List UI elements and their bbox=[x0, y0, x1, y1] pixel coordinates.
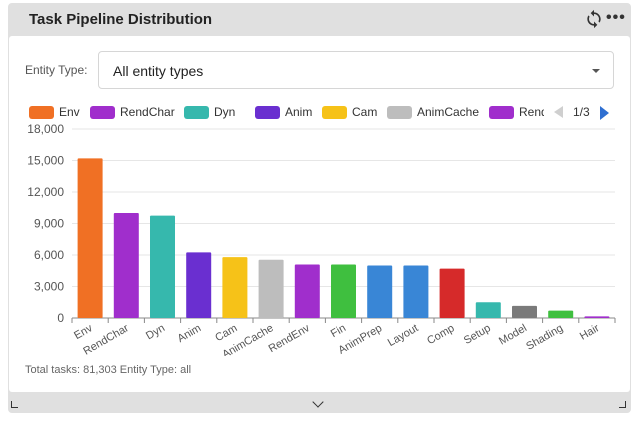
bar bbox=[186, 252, 212, 318]
bar bbox=[548, 310, 574, 318]
arrow-left-icon[interactable] bbox=[554, 106, 563, 118]
bar bbox=[367, 265, 393, 318]
bar bbox=[403, 265, 429, 318]
y-tick-label: 6,000 bbox=[34, 248, 64, 262]
chevron-down-icon[interactable] bbox=[312, 396, 324, 408]
legend-swatch bbox=[489, 106, 514, 119]
refresh-icon[interactable] bbox=[584, 9, 604, 29]
bar bbox=[584, 316, 610, 318]
x-tick-label: Anim bbox=[175, 322, 203, 345]
bar-chart: 0 3,000 6,000 9,000 12,000 15,000 18,000 Env Ren… bbox=[27, 122, 616, 356]
arrow-right-icon[interactable] bbox=[600, 106, 609, 120]
x-tick-label: Fin bbox=[329, 322, 348, 340]
bar bbox=[77, 158, 103, 318]
legend-label: RendE bbox=[519, 105, 544, 119]
x-tick-label: Setup bbox=[462, 322, 493, 347]
bar bbox=[150, 215, 175, 318]
y-tick-label: 18,000 bbox=[27, 122, 64, 136]
y-tick-label: 9,000 bbox=[34, 217, 64, 231]
legend-label: Anim bbox=[285, 105, 313, 119]
legend-swatch bbox=[29, 106, 54, 119]
legend-label: Cam bbox=[352, 105, 378, 119]
panel-footer bbox=[8, 393, 631, 413]
legend-swatch bbox=[90, 106, 115, 119]
caret-down-icon bbox=[592, 69, 600, 73]
legend-page-indicator: 1/3 bbox=[573, 105, 590, 119]
bar bbox=[439, 268, 465, 318]
legend-swatch bbox=[184, 106, 209, 119]
chart-card: Entity Type: All entity types Env RendCha… bbox=[9, 36, 630, 392]
x-tick-label: Layout bbox=[386, 322, 421, 349]
x-tick-label: Dyn bbox=[144, 322, 167, 342]
entity-type-select[interactable]: All entity types bbox=[98, 51, 614, 89]
legend-label: Dyn bbox=[214, 105, 236, 119]
legend-pagination: 1/3 bbox=[554, 102, 614, 122]
x-tick-label: Shading bbox=[524, 322, 565, 353]
chart-panel: Task Pipeline Distribution ••• Entity Ty… bbox=[8, 3, 631, 413]
resize-corner-left-icon[interactable] bbox=[11, 401, 18, 408]
y-tick-label: 0 bbox=[57, 311, 64, 325]
x-tick-label: Env bbox=[72, 322, 95, 342]
y-tick-label: 12,000 bbox=[27, 185, 64, 199]
bar bbox=[113, 213, 139, 318]
entity-type-label: Entity Type: bbox=[25, 63, 88, 77]
y-tick-label: 3,000 bbox=[34, 280, 64, 294]
bar bbox=[512, 305, 537, 318]
chart-legend: Env RendChar Dyn Anim Cam AnimCache RendE bbox=[29, 103, 544, 121]
panel-title: Task Pipeline Distribution bbox=[29, 11, 213, 28]
legend-swatch bbox=[387, 106, 412, 119]
legend-label: RendChar bbox=[120, 105, 175, 119]
bar bbox=[475, 302, 501, 318]
summary-text: Total tasks: 81,303 Entity Type: all bbox=[25, 364, 192, 376]
entity-type-value: All entity types bbox=[113, 63, 204, 79]
bar bbox=[294, 264, 320, 318]
x-tick-label: Hair bbox=[578, 322, 602, 343]
legend-label: AnimCache bbox=[417, 105, 480, 119]
legend-label: Env bbox=[59, 105, 80, 119]
y-tick-label: 15,000 bbox=[27, 154, 64, 168]
panel-header: Task Pipeline Distribution ••• bbox=[8, 3, 631, 36]
legend-swatch bbox=[322, 106, 347, 119]
x-tick-label: RendEnv bbox=[267, 322, 313, 355]
resize-corner-right-icon[interactable] bbox=[619, 401, 626, 408]
bar bbox=[258, 259, 284, 318]
more-horizontal-icon[interactable]: ••• bbox=[606, 9, 626, 26]
x-tick-label: Comp bbox=[425, 322, 456, 347]
bar bbox=[222, 257, 248, 318]
bar bbox=[331, 264, 356, 318]
legend-swatch bbox=[255, 106, 280, 119]
